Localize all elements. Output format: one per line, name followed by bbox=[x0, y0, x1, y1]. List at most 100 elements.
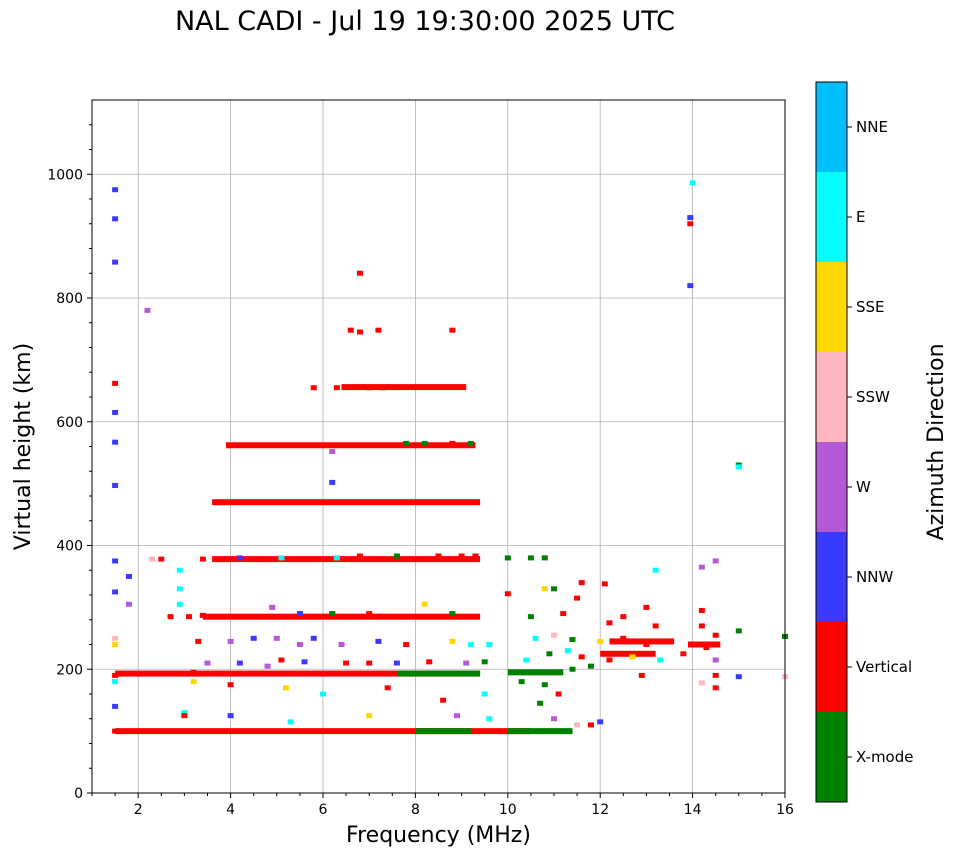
echo-point bbox=[347, 327, 354, 333]
y-tick-label: 200 bbox=[56, 662, 83, 678]
echo-point bbox=[338, 642, 345, 647]
x-tick-label: 16 bbox=[776, 802, 794, 818]
echo-point bbox=[449, 327, 456, 333]
echo-point bbox=[204, 660, 211, 666]
echo-point bbox=[481, 691, 488, 697]
echo-point bbox=[564, 648, 571, 654]
echo-point bbox=[657, 657, 664, 663]
echo-point bbox=[587, 663, 594, 669]
echo-point bbox=[504, 591, 511, 597]
echo-point bbox=[421, 601, 428, 607]
colorbar-label: SSE bbox=[856, 298, 885, 316]
x-tick-label: 4 bbox=[226, 802, 235, 818]
echo-point bbox=[112, 380, 119, 386]
echo-point bbox=[393, 660, 400, 666]
echo-point bbox=[449, 611, 456, 617]
echo-point bbox=[236, 660, 243, 666]
echo-band bbox=[115, 670, 481, 677]
echo-point bbox=[181, 713, 188, 719]
colorbar-label: NNE bbox=[856, 118, 888, 136]
echo-band bbox=[225, 442, 476, 449]
echo-point bbox=[227, 713, 234, 719]
echo-point bbox=[712, 685, 719, 691]
echo-point bbox=[453, 713, 460, 719]
echo-point bbox=[283, 685, 290, 691]
echo-point bbox=[227, 682, 234, 688]
x-tick-label: 10 bbox=[499, 802, 517, 818]
echo-point bbox=[463, 660, 470, 666]
echo-point bbox=[629, 654, 636, 660]
echo-point bbox=[698, 680, 705, 686]
echo-point bbox=[301, 659, 308, 665]
echo-point bbox=[278, 657, 285, 663]
echo-point bbox=[541, 555, 548, 561]
echo-point bbox=[486, 642, 493, 647]
x-tick-label: 12 bbox=[591, 802, 609, 818]
colorbar-segment bbox=[816, 262, 847, 352]
echo-point bbox=[421, 440, 428, 446]
echo-point bbox=[703, 645, 710, 651]
echo-point bbox=[597, 719, 604, 725]
echo-point bbox=[569, 637, 576, 643]
echo-point bbox=[112, 703, 119, 709]
echo-point bbox=[333, 385, 340, 391]
colorbar-segment bbox=[816, 172, 847, 262]
colorbar-label: W bbox=[856, 478, 871, 496]
echo-band bbox=[212, 499, 481, 506]
echo-point bbox=[467, 642, 474, 647]
echo-point bbox=[574, 722, 581, 728]
echo-point bbox=[112, 672, 119, 678]
echo-point bbox=[403, 642, 410, 647]
colorbar-label: NNW bbox=[856, 568, 893, 586]
echo-point bbox=[269, 604, 276, 610]
echo-point bbox=[403, 440, 410, 446]
echo-point bbox=[278, 555, 285, 561]
echo-point bbox=[467, 440, 474, 446]
echo-point bbox=[112, 259, 119, 265]
echo-point bbox=[112, 679, 119, 685]
echo-band bbox=[600, 650, 656, 657]
echo-point bbox=[112, 642, 119, 647]
echo-point bbox=[366, 660, 373, 666]
echo-point bbox=[356, 270, 363, 276]
colorbar-segment bbox=[816, 442, 847, 532]
echo-point bbox=[578, 580, 585, 586]
echo-point bbox=[158, 556, 165, 562]
colorbar-segment bbox=[816, 352, 847, 442]
echo-point bbox=[551, 632, 557, 638]
echo-point bbox=[167, 614, 174, 620]
echo-point bbox=[735, 464, 742, 470]
echo-point bbox=[546, 651, 553, 657]
echo-point bbox=[687, 215, 694, 221]
echo-point bbox=[112, 187, 119, 193]
chart-title: NAL CADI - Jul 19 19:30:00 2025 UTC bbox=[174, 6, 676, 37]
echo-band bbox=[396, 670, 481, 677]
echo-band bbox=[609, 638, 675, 645]
echo-point bbox=[393, 553, 400, 559]
echo-point bbox=[472, 553, 479, 559]
echo-point bbox=[112, 558, 119, 564]
echo-point bbox=[606, 620, 613, 626]
echo-point bbox=[190, 679, 197, 685]
colorbar-label: SSW bbox=[856, 388, 890, 406]
echo-point bbox=[574, 595, 581, 601]
echo-band bbox=[507, 669, 564, 676]
echo-point bbox=[320, 691, 326, 697]
echo-point bbox=[712, 672, 719, 678]
colorbar-label: Vertical bbox=[856, 658, 912, 676]
echo-point bbox=[537, 700, 544, 706]
x-tick-label: 6 bbox=[319, 802, 328, 818]
echo-point bbox=[638, 672, 645, 678]
echo-point bbox=[310, 635, 317, 641]
echo-point bbox=[112, 728, 119, 734]
echo-point bbox=[356, 329, 363, 335]
echo-point bbox=[333, 555, 340, 561]
echo-point bbox=[366, 385, 373, 391]
echo-point bbox=[643, 642, 650, 647]
echo-point bbox=[296, 642, 303, 647]
echo-point bbox=[712, 632, 719, 638]
y-tick-label: 400 bbox=[56, 539, 83, 555]
echo-point bbox=[527, 614, 534, 620]
echo-point bbox=[481, 659, 488, 665]
colorbar-segment bbox=[816, 82, 847, 172]
